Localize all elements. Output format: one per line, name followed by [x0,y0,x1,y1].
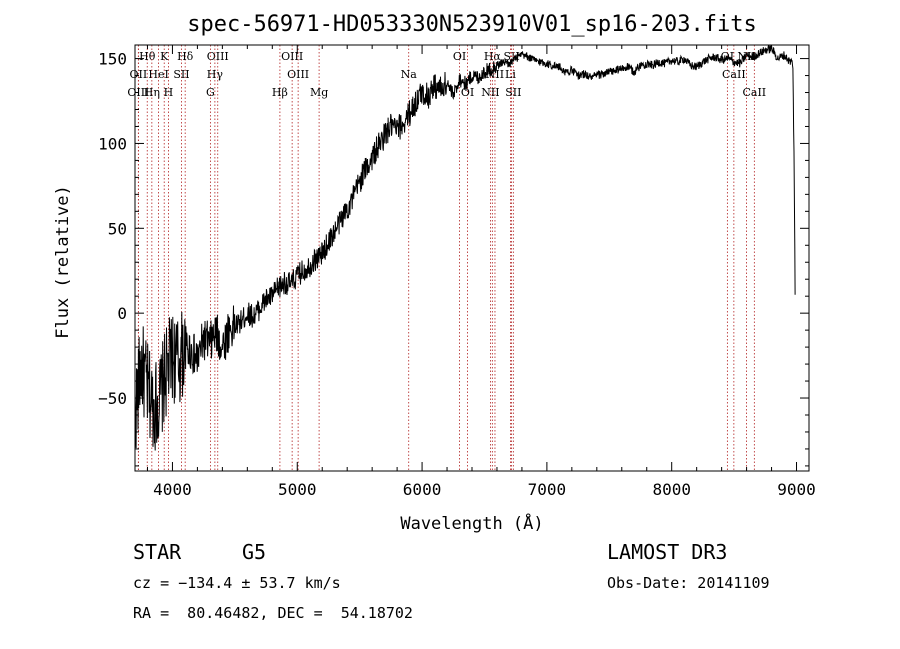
x-tick-label-4: 8000 [652,480,691,499]
x-tick-label-2: 6000 [403,480,442,499]
plot-frame [134,44,810,472]
marker-label-18: CaII [722,68,746,81]
x-axis-label: Wavelength (Å) [400,512,543,534]
x-tick-label-0: 4000 [153,480,192,499]
survey-name: LAMOST DR3 [607,540,728,564]
marker-label-28: CaII [742,86,766,99]
spectrum-series [134,44,796,451]
marker-label-5: OI [453,50,466,63]
marker-label-13: Hγ [207,68,224,81]
object-class: STAR [133,540,182,564]
obs-date: Obs-Date: 20141109 [607,574,770,592]
y-tick-label-1: 0 [117,304,127,323]
marker-label-24: Mg [310,86,328,99]
marker-label-0: Hθ [139,50,156,63]
y-tick-label-0: −50 [98,389,127,408]
marker-label-23: Hβ [272,86,288,99]
marker-label-3: OIII [207,50,229,63]
x-tick-label-3: 7000 [528,480,567,499]
marker-label-22: G [206,86,215,99]
marker-label-26: NII [481,86,499,99]
marker-label-20: Hη [144,86,160,99]
subclass: G5 [242,540,267,564]
y-axis-label: Flux (relative) [53,185,73,339]
marker-label-14: OIII [287,68,309,81]
x-tick-label-1: 5000 [278,480,317,499]
redshift-cz: cz = −134.4 ± 53.7 km/s [133,574,341,592]
marker-label-2: Hδ [177,50,194,63]
marker-label-27: SII [505,86,521,99]
marker-label-15: Na [401,68,418,81]
y-tick-label-4: 150 [98,50,127,69]
spectrum-line [134,44,796,451]
x-tick-label-5: 9000 [777,480,816,499]
marker-label-21: H [164,86,174,99]
chart-title: spec-56971-HD053330N523910V01_sp16-203.f… [187,12,757,37]
marker-label-4: OIII [281,50,303,63]
marker-label-17: Li [505,68,516,81]
marker-label-11: HeI [148,68,168,81]
marker-label-1: K [160,50,169,63]
coordinates: RA = 80.46482, DEC = 54.18702 [133,604,413,622]
y-tick-label-2: 50 [108,219,127,238]
axes: 4000 5000 6000 7000 8000 9000 −50 0 50 100 150 [98,45,816,499]
marker-label-6: Hα [484,50,502,63]
y-tick-label-3: 100 [98,134,127,153]
marker-label-12: SII [173,68,189,81]
